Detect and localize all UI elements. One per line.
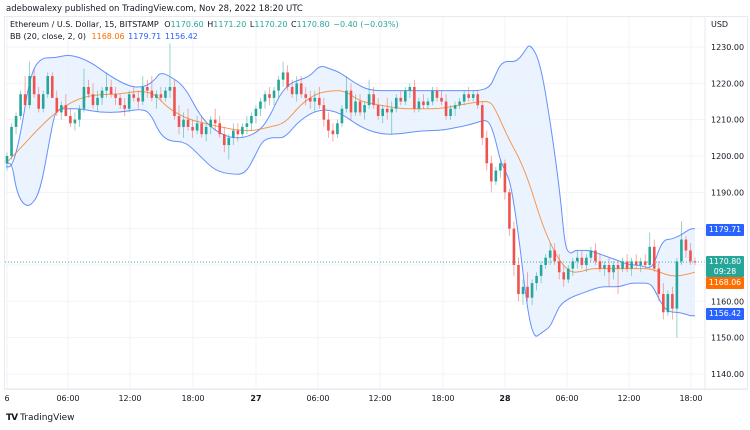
publish-info: adebowalexy published on TradingView.com…	[6, 4, 303, 14]
tradingview-logo-text: TradingView	[20, 413, 75, 423]
svg-text:06:00: 06:00	[56, 394, 79, 403]
bollinger-lower-line	[6, 108, 695, 337]
svg-text:18:00: 18:00	[679, 394, 702, 403]
bb-basis-price-tag: 1168.06	[706, 277, 744, 290]
svg-text:12:00: 12:00	[118, 394, 141, 403]
svg-text:12:00: 12:00	[617, 394, 640, 403]
bb-basis-value: 1168.06	[91, 32, 125, 41]
svg-text:18:00: 18:00	[431, 394, 454, 403]
svg-text:27: 27	[250, 394, 261, 403]
indicator-row: BB (20, close, 2, 0) 1168.06 1179.71 115…	[10, 31, 400, 43]
symbol-title[interactable]: Ethereum / U.S. Dollar, 15, BITSTAMP	[10, 20, 159, 29]
tradingview-logo-icon: TV	[6, 413, 18, 423]
svg-text:1220.00: 1220.00	[711, 79, 744, 88]
last-price-tag: 1170.80 09:28	[706, 256, 744, 278]
grid-lines	[5, 17, 705, 389]
svg-text:1160.00: 1160.00	[711, 297, 744, 306]
open-value: 1170.60	[170, 20, 204, 29]
tradingview-logo[interactable]: TV TradingView	[6, 413, 75, 423]
svg-text:6: 6	[4, 394, 9, 403]
low-value: 1170.20	[254, 20, 288, 29]
bb-lower-price-tag: 1156.42	[706, 308, 744, 321]
bollinger-band-fill	[6, 45, 695, 338]
svg-text:18:00: 18:00	[181, 394, 204, 403]
svg-text:06:00: 06:00	[555, 394, 578, 403]
bar-countdown: 09:28	[713, 267, 737, 277]
candlesticks	[5, 43, 697, 338]
price-axis-labels: 1230.00 1220.00 1210.00 1200.00 1190.00 1160.…	[711, 43, 744, 379]
bb-upper-price-tag: 1179.71	[706, 223, 744, 236]
last-price-value: 1170.80	[708, 257, 742, 267]
ohlc-row: Ethereum / U.S. Dollar, 15, BITSTAMP O11…	[10, 20, 399, 29]
svg-text:28: 28	[499, 394, 511, 403]
svg-text:1190.00: 1190.00	[711, 188, 744, 197]
svg-text:1140.00: 1140.00	[711, 370, 744, 379]
bb-lower-value: 1156.42	[164, 32, 198, 41]
time-axis-labels: 6 06:00 12:00 18:00 27 06:00 12:00 18:00 28 06:00…	[4, 394, 702, 403]
svg-text:1230.00: 1230.00	[711, 43, 744, 52]
svg-text:1210.00: 1210.00	[711, 116, 744, 125]
svg-text:06:00: 06:00	[306, 394, 329, 403]
change-value: −0.40 (−0.03%)	[333, 20, 399, 29]
svg-text:12:00: 12:00	[368, 394, 391, 403]
svg-text:1150.00: 1150.00	[711, 334, 744, 343]
indicator-title[interactable]: BB (20, close, 2, 0)	[10, 32, 86, 41]
bb-upper-value: 1179.71	[128, 32, 162, 41]
close-value: 1170.80	[296, 20, 330, 29]
chart-legend: Ethereum / U.S. Dollar, 15, BITSTAMP O11…	[10, 19, 400, 43]
currency-label: USD	[711, 20, 729, 29]
high-value: 1171.20	[213, 20, 247, 29]
svg-text:1200.00: 1200.00	[711, 152, 744, 161]
